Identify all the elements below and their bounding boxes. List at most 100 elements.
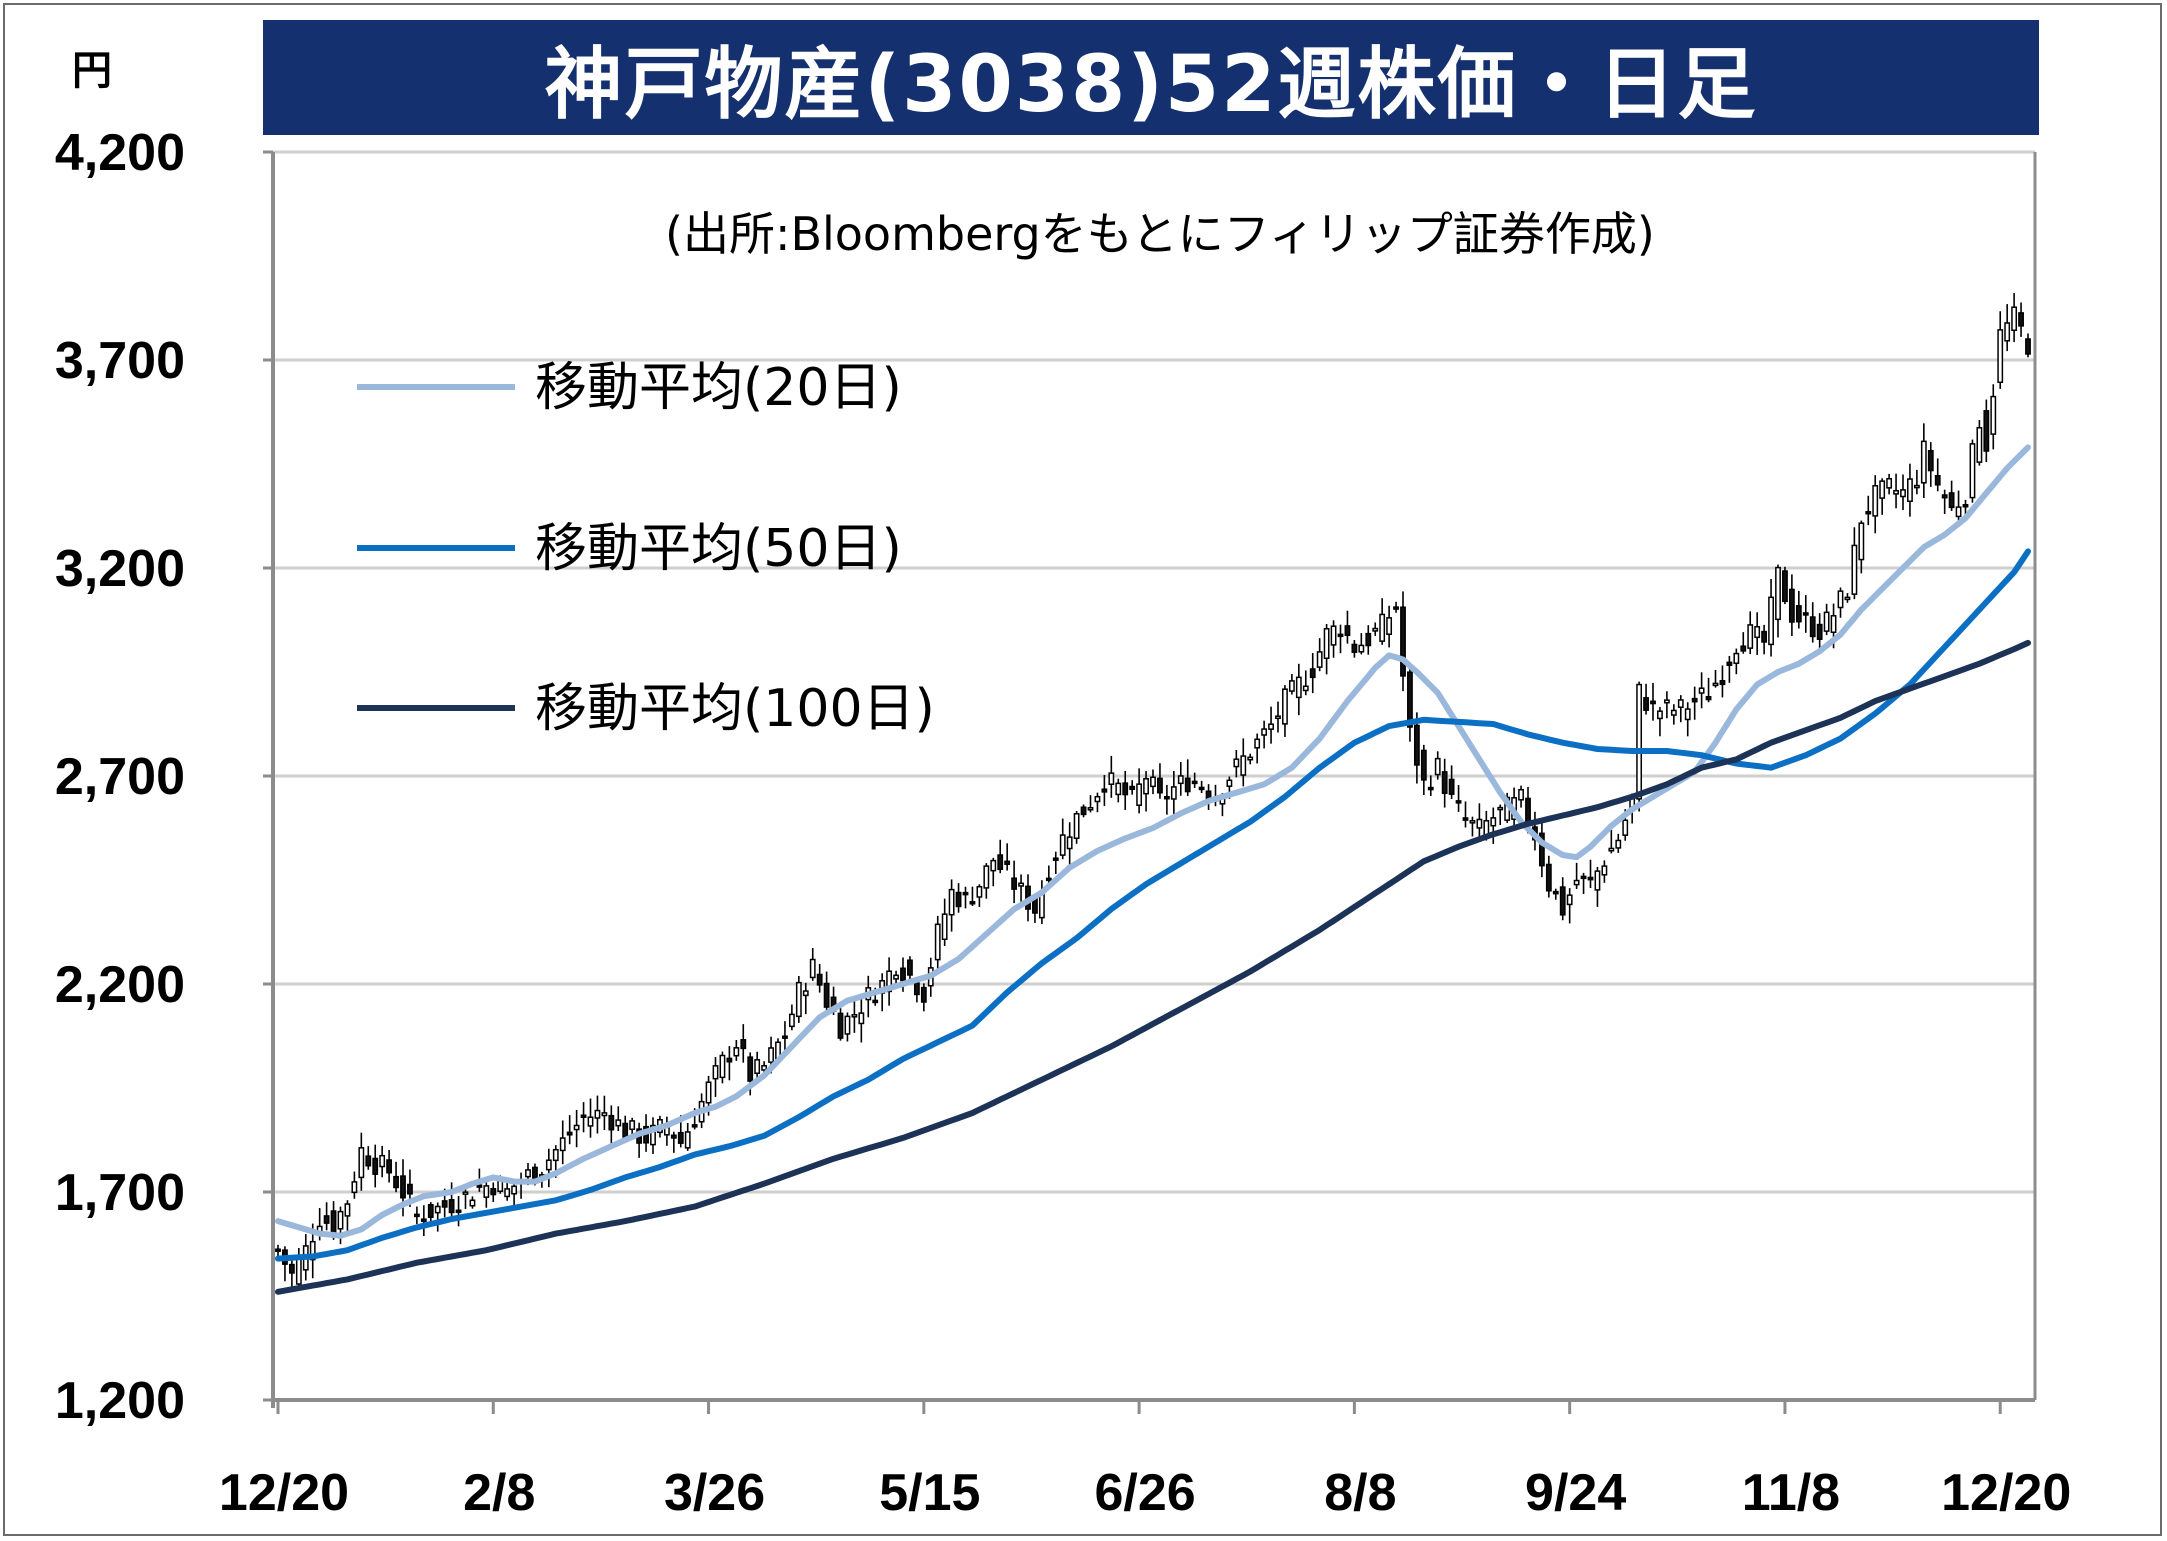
candle: [1240, 738, 1247, 787]
candle: [1184, 759, 1191, 796]
candle: [1275, 701, 1281, 733]
candle: [1150, 769, 1156, 795]
candle-body: [1337, 633, 1344, 638]
series-line: [275, 444, 2031, 1239]
candle-body: [483, 1185, 490, 1198]
candle: [636, 1122, 643, 1158]
candle: [1344, 610, 1351, 644]
candle: [1726, 655, 1733, 683]
x-tick-label: 12/20: [219, 1464, 349, 1522]
candle: [1913, 469, 1920, 495]
candle-body: [1601, 865, 1608, 876]
candle: [615, 1106, 622, 1132]
candle-body: [1295, 676, 1302, 699]
candle: [1997, 311, 2004, 389]
candle-body: [337, 1210, 344, 1230]
candle: [1976, 420, 1983, 466]
candle-body: [441, 1200, 448, 1208]
candle: [518, 1172, 524, 1199]
candle-body: [420, 1218, 427, 1223]
candle: [1372, 622, 1379, 636]
candle: [1684, 702, 1691, 737]
candle-body: [552, 1148, 559, 1162]
candle: [1643, 683, 1649, 715]
candle-body: [1802, 612, 1809, 616]
candle-body: [1254, 738, 1261, 749]
gridlines: [273, 150, 2035, 1194]
candle-body: [504, 1188, 511, 1198]
candle-body: [712, 1065, 719, 1080]
candle: [1691, 686, 1698, 720]
candle-body: [983, 865, 990, 889]
candle-body: [1566, 894, 1573, 906]
candle-body: [1643, 697, 1649, 711]
candle: [997, 839, 1004, 874]
candle-body: [1594, 870, 1601, 891]
candle: [782, 1021, 788, 1055]
x-tick-label: 2/8: [463, 1464, 535, 1522]
candle-body: [1795, 605, 1802, 623]
candle-body: [726, 1057, 733, 1063]
candle: [1136, 768, 1143, 814]
candle-body: [1309, 668, 1316, 679]
candle-body: [1705, 696, 1712, 701]
candle-body: [1316, 651, 1323, 668]
y-tick-label: 2,200: [55, 956, 185, 1014]
candle-body: [1900, 489, 1906, 498]
candle-body: [976, 885, 983, 898]
candle: [455, 1196, 462, 1227]
source-note: (出所:Bloombergをもとにフィリップ証券作成): [665, 207, 1655, 261]
candle-body: [1719, 680, 1726, 686]
y-tick-label: 1,200: [55, 1372, 185, 1430]
candle-body: [587, 1116, 594, 1127]
candle: [1608, 829, 1615, 854]
candle-body: [1073, 812, 1080, 839]
candle: [1573, 862, 1580, 890]
candle: [573, 1109, 580, 1148]
candle-body: [455, 1209, 462, 1214]
candle: [1663, 691, 1670, 719]
candle: [1462, 801, 1469, 828]
candle: [670, 1131, 677, 1153]
candle-body: [809, 958, 816, 979]
candle: [1941, 489, 1948, 515]
candle-body: [1226, 779, 1233, 787]
candle-body: [295, 1258, 302, 1285]
candle: [1580, 872, 1587, 895]
candle-body: [1330, 625, 1337, 646]
candle: [1907, 463, 1913, 517]
candle: [1087, 795, 1094, 813]
candle-body: [782, 1035, 788, 1039]
y-unit-label: 円: [72, 48, 112, 94]
candle: [386, 1150, 393, 1183]
candlesticks: [275, 293, 2031, 1291]
candle-body: [1726, 661, 1733, 666]
candle-body: [1143, 778, 1149, 795]
candle: [1191, 772, 1198, 788]
candle: [1073, 810, 1080, 844]
title-bar: 神戸物産(3038)52週株価・日足: [263, 20, 2039, 135]
candle-body: [379, 1154, 386, 1168]
candle: [420, 1205, 427, 1237]
candle-body: [1691, 697, 1698, 703]
candle-body: [469, 1199, 476, 1207]
candle-body: [1775, 566, 1781, 621]
candle-body: [1525, 797, 1531, 824]
candle: [1163, 784, 1170, 815]
candle-body: [1657, 710, 1663, 720]
candle: [1775, 564, 1781, 638]
candle-body: [740, 1039, 747, 1050]
candle: [712, 1057, 719, 1097]
candle: [1108, 755, 1115, 798]
candle-body: [386, 1159, 393, 1174]
candle-body: [650, 1124, 656, 1146]
x-tick-label: 12/20: [1941, 1464, 2071, 1522]
candle: [1393, 601, 1399, 613]
candle-body: [1823, 611, 1830, 632]
y-tick-label: 3,700: [55, 332, 185, 390]
candle: [358, 1132, 365, 1191]
candle: [1900, 474, 1906, 511]
candle-body: [1865, 510, 1872, 515]
candle: [1615, 833, 1622, 853]
candle-body: [761, 1065, 768, 1071]
